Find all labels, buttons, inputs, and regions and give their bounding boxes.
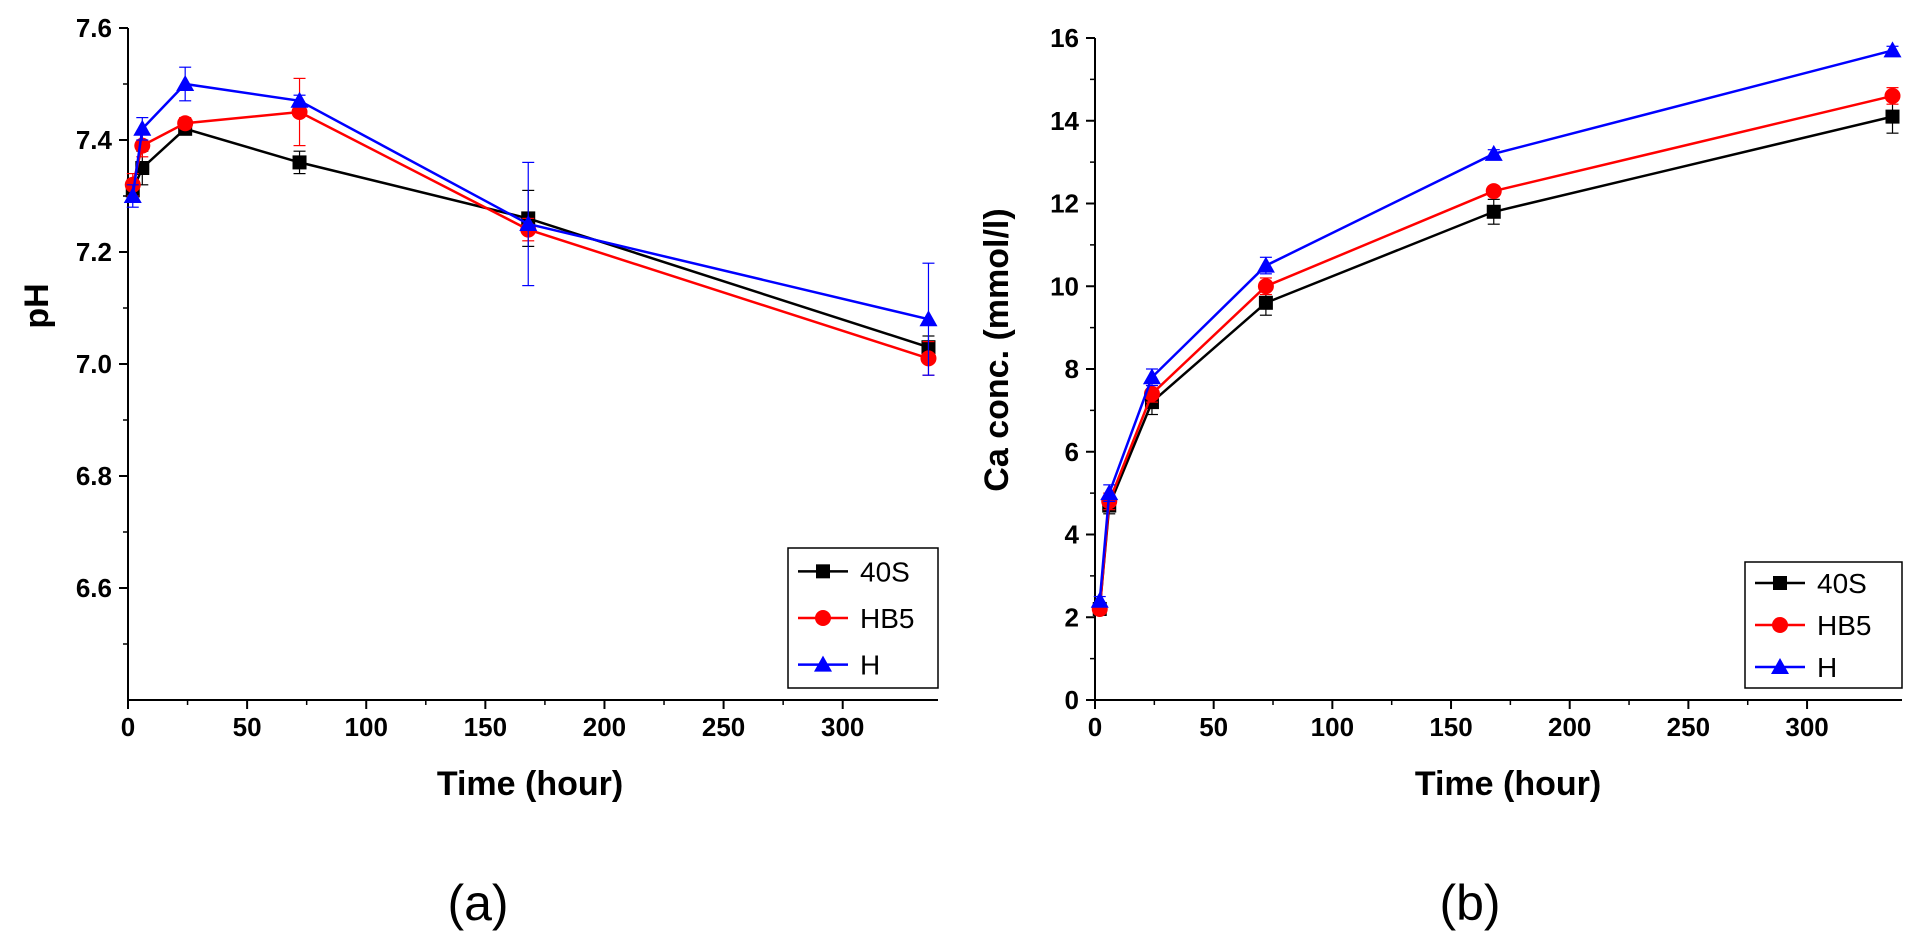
- y-tick-label: 6.8: [76, 461, 112, 491]
- data-point: [290, 91, 309, 108]
- x-tick-label: 250: [702, 712, 745, 742]
- x-tick-label: 300: [1785, 712, 1828, 742]
- data-point: [1484, 144, 1503, 161]
- x-tick-label: 100: [1311, 712, 1354, 742]
- series-h: [1090, 41, 1902, 608]
- legend-label: 40S: [860, 556, 910, 587]
- y-tick-label: 10: [1050, 271, 1079, 301]
- y-tick-label: 7.6: [76, 13, 112, 43]
- panel-label-b: (b): [1439, 875, 1500, 931]
- legend-marker: [1772, 617, 1788, 633]
- legend-label: H: [860, 650, 880, 681]
- data-point: [177, 115, 194, 132]
- legend-marker: [1771, 658, 1789, 674]
- x-tick-label: 0: [121, 712, 135, 742]
- y-tick-label: 16: [1050, 23, 1079, 53]
- y-tick-label: 2: [1065, 602, 1079, 632]
- data-point: [133, 119, 152, 136]
- data-point: [291, 104, 308, 120]
- data-point: [1256, 256, 1275, 273]
- legend-marker: [815, 610, 831, 626]
- data-point: [1258, 295, 1273, 310]
- data-point: [1485, 183, 1502, 200]
- x-tick-label: 100: [345, 712, 388, 742]
- x-tick-label: 50: [233, 712, 262, 742]
- y-tick-label: 12: [1050, 189, 1079, 219]
- data-point: [1142, 368, 1161, 385]
- data-point: [1883, 41, 1902, 58]
- data-point: [176, 75, 195, 91]
- x-axis-title-a: Time (hour): [437, 765, 623, 803]
- panel-b: Ca conc. (mmol/l) Time (hour) (b) 0 50 100…: [978, 23, 1903, 931]
- y-tick-label: 4: [1065, 520, 1080, 550]
- data-point: [123, 187, 142, 203]
- legend-marker: [814, 655, 832, 672]
- x-axis-title-b: Time (hour): [1415, 765, 1601, 803]
- data-point: [519, 215, 538, 231]
- y-tick-label: 8: [1065, 354, 1079, 384]
- legend-label: 40S: [1817, 568, 1867, 599]
- x-tick-label: 300: [821, 712, 864, 742]
- series-h: [123, 66, 938, 376]
- data-point: [1090, 591, 1109, 608]
- y-tick-label: 6: [1065, 437, 1079, 467]
- series-line-h: [1098, 49, 1893, 601]
- legend-label: HB5: [1817, 610, 1871, 641]
- x-tick-label: 50: [1199, 712, 1228, 742]
- x-tick-label: 200: [1548, 712, 1591, 742]
- x-tick-label: 150: [464, 712, 507, 742]
- panel-a: pH Time (hour) (a) 0 50 100 150 200 250 300 6.6…: [18, 13, 939, 931]
- y-axis-title-b: Ca conc. (mmol/l): [978, 208, 1016, 491]
- data-point: [1486, 204, 1501, 219]
- x-tick-label: 200: [583, 712, 626, 742]
- data-point: [1885, 109, 1900, 124]
- x-tick-label: 250: [1667, 712, 1710, 742]
- legend-marker: [1773, 576, 1787, 590]
- legend-a: 40S HB5 H: [787, 547, 939, 689]
- x-tick-label: 0: [1088, 712, 1102, 742]
- data-point: [1257, 278, 1274, 295]
- data-point: [292, 155, 307, 170]
- x-tick-label: 150: [1429, 712, 1472, 742]
- legend-b: 40S HB5 H: [1744, 561, 1903, 689]
- legend-marker: [816, 564, 830, 579]
- y-tick-label: 7.0: [76, 349, 112, 379]
- y-tick-label: 6.6: [76, 573, 112, 603]
- data-point: [1884, 87, 1901, 104]
- panel-label-a: (a): [447, 875, 508, 931]
- legend-label: HB5: [860, 603, 914, 634]
- legend-label: H: [1817, 652, 1837, 683]
- y-axis-title-a: pH: [18, 283, 56, 328]
- y-tick-label: 7.2: [76, 237, 112, 267]
- data-point: [1100, 484, 1119, 501]
- y-tick-label: 7.4: [76, 125, 113, 155]
- y-tick-label: 14: [1050, 106, 1079, 136]
- y-tick-label: 0: [1065, 685, 1079, 715]
- data-point: [919, 310, 938, 327]
